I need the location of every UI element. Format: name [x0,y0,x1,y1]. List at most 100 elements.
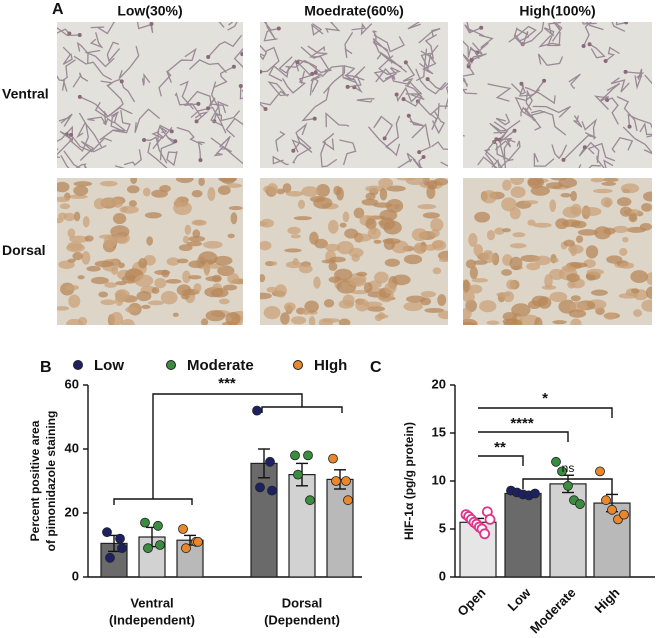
y-axis-title: HIF-1α (pg/g protein) [402,422,416,540]
tissue [104,282,117,288]
tissue [568,73,581,89]
data-point [601,495,611,506]
tissue [172,312,179,317]
nucleus [479,25,484,30]
tissue [69,112,89,153]
tissue [308,316,316,325]
tissue [77,316,88,325]
tissue [571,220,587,229]
data-point [557,466,567,477]
tissue [582,22,593,47]
tissue [511,83,526,95]
tissue [287,226,301,235]
tissue [377,312,386,320]
tissue [509,207,521,220]
tissue [379,187,388,201]
tissue [144,136,168,164]
tissue [217,185,231,196]
tissue [626,226,647,233]
tissue [260,45,268,61]
bar [176,539,204,578]
tissue [419,54,437,75]
tissue [512,232,526,238]
tissue [440,161,448,167]
tissue [348,247,364,258]
tissue [322,318,340,323]
tissue [523,200,539,205]
tissue [207,34,243,58]
data-point [117,543,127,554]
tissue [463,40,478,58]
tissue [444,85,448,110]
tissue [367,126,401,157]
data-point [153,520,163,531]
tissue [600,197,613,208]
tissue [191,189,203,198]
tissue [309,76,321,96]
tissue [532,105,572,118]
tissue [280,312,290,325]
tissue [225,311,241,325]
data-point [293,469,303,480]
tissue [596,155,614,168]
tissue [260,274,266,283]
tissue [549,268,565,280]
tissue [118,45,140,79]
tissue [282,78,307,94]
tissue [589,43,606,59]
tissue [179,80,194,110]
tissue [610,77,630,93]
tissue [266,183,278,195]
tissue [114,109,131,134]
tissue [218,298,230,305]
tissue [134,108,161,133]
data-point [193,536,203,547]
tissue [530,110,546,131]
tissue [502,228,511,233]
tissue [491,158,516,168]
nucleus [77,94,82,99]
nucleus [173,139,178,144]
data-point [305,495,315,506]
y-tick-label: 5 [439,520,446,535]
nucleus [425,77,430,82]
tissue [412,156,424,168]
tissue [417,100,448,116]
data-point [328,453,338,464]
tissue [496,292,511,297]
tissue [431,240,444,249]
tissue [308,46,330,71]
tissue [426,185,436,200]
y-tick-label: 40 [65,440,79,455]
tissue [228,22,234,26]
tissue [94,260,115,268]
tissue [191,219,207,226]
tissue [563,239,575,247]
tissue [227,272,240,285]
tissue [90,276,109,285]
tissue [225,117,243,138]
tissue [551,22,563,42]
tissue [176,126,203,146]
tissue [620,183,640,194]
tissue [284,248,302,253]
tissue [463,88,478,95]
tissue [403,301,423,312]
tissue [402,62,416,87]
tissue [193,283,202,293]
panel-label: B [40,359,52,376]
data-point [484,514,496,525]
tissue [611,22,626,32]
tissue [313,276,321,289]
tissue [363,282,373,294]
bar [250,462,278,578]
tissue [77,275,85,280]
nucleus [69,132,74,137]
tissue [385,198,404,213]
tissue [384,282,397,295]
tissue [622,126,652,155]
significance-label: * [542,390,548,407]
tissue [544,27,561,47]
tissue [627,113,652,129]
